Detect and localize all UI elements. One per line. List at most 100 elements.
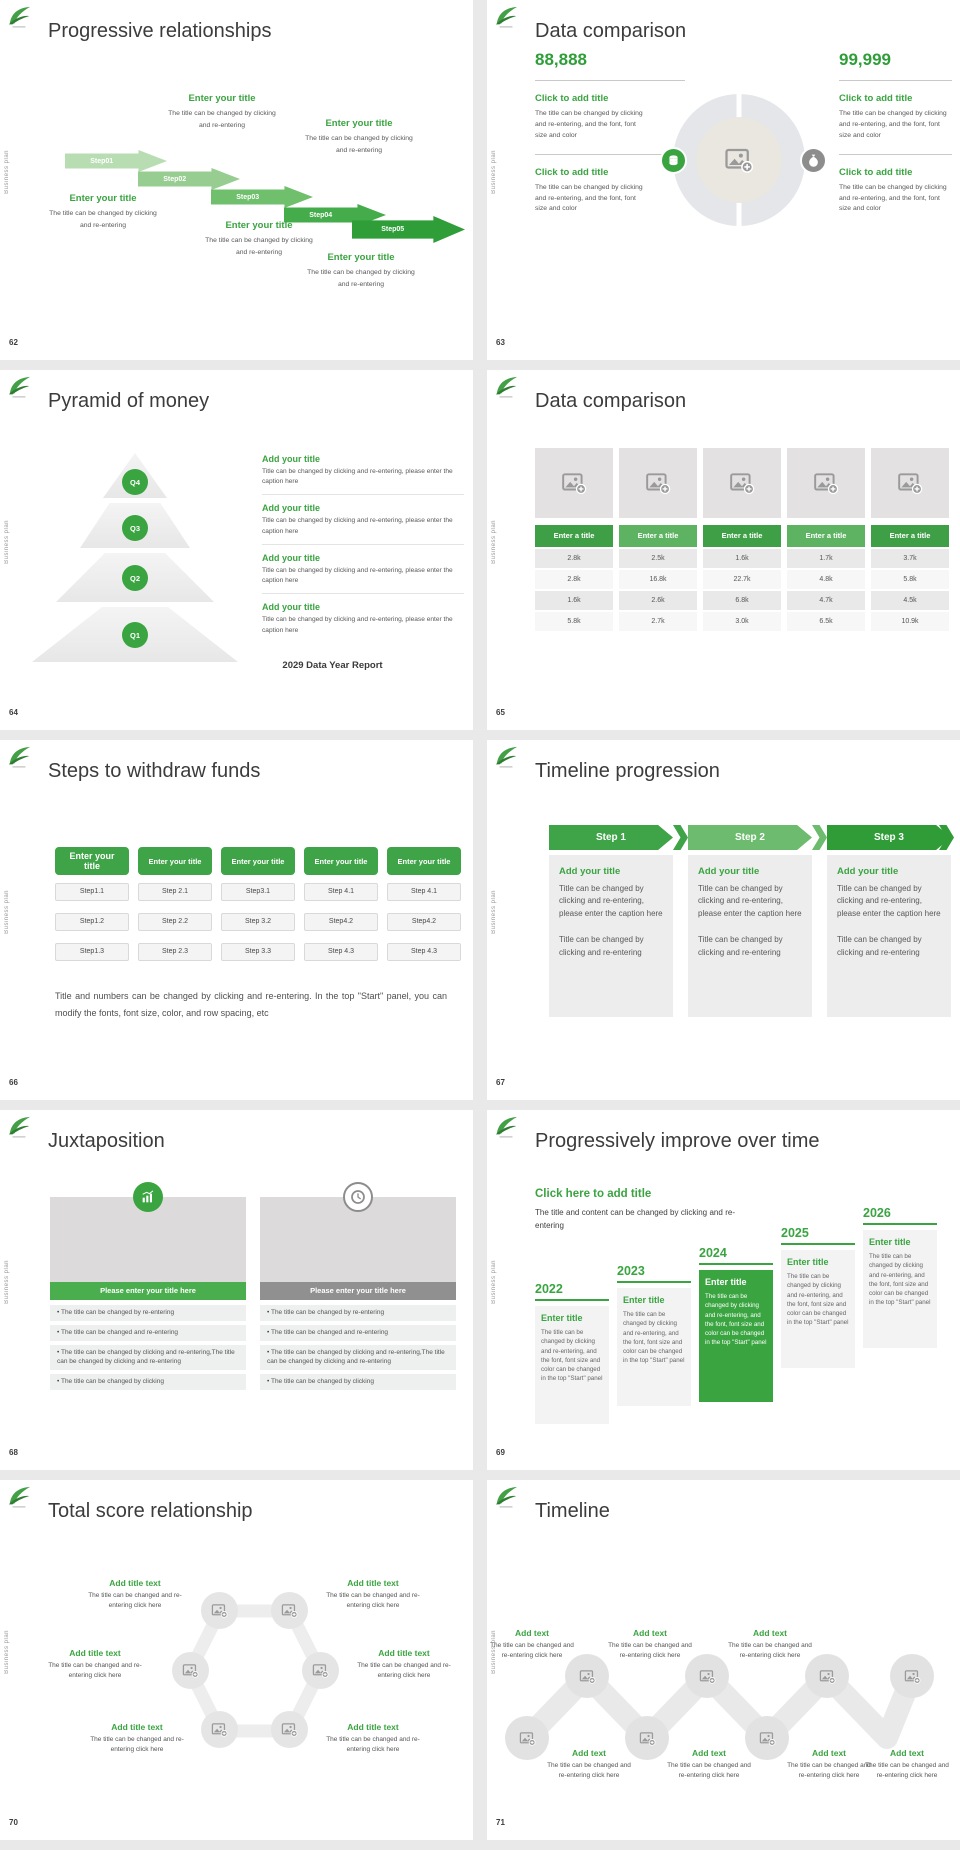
slide-thumbnail-71[interactable]: Business plan Timeline Add text The titl… — [487, 1480, 960, 1840]
year-label: 2023 — [617, 1264, 645, 1278]
slide-thumbnail-64[interactable]: Business plan Pyramid of money Q4 Q3 Q2 … — [0, 370, 473, 730]
text-block: Add title text The title can be changed … — [83, 1578, 187, 1611]
text-block: Add text The title can be changed and re… — [490, 1628, 574, 1661]
divider — [262, 494, 464, 496]
green-leaf-logo-icon — [493, 1485, 519, 1509]
process-arrow: Step03 — [211, 186, 313, 208]
slide-title: Data comparison — [535, 20, 687, 42]
card-body: The title can be changed by clicking and… — [623, 1311, 685, 1365]
slide-title: Progressively improve over time — [535, 1130, 820, 1152]
section-subheading: The title and content can be changed by … — [535, 1208, 735, 1230]
slide-thumbnail-65[interactable]: Business plan Data comparison Enter a ti… — [487, 370, 960, 730]
panel-body: Title can be changed by clicking and re-… — [837, 935, 922, 957]
image-placeholder-icon — [271, 1592, 308, 1629]
item-heading: Add text — [812, 1748, 846, 1758]
bullet-item: The title can be changed by clicking and… — [50, 1344, 246, 1370]
sidebar-vertical-label: Business plan — [491, 1260, 497, 1304]
bullet-item: The title can be changed by clicking — [50, 1374, 246, 1390]
card-body: The title can be changed by clicking and… — [869, 1253, 931, 1307]
item-body: The title can be changed and re-entering… — [90, 1736, 184, 1753]
year-column-highlighted: 2024 Enter title The title can be change… — [699, 1246, 773, 1402]
item-body: The title can be changed and re-entering… — [88, 1592, 182, 1609]
card-body: The title can be changed by clicking and… — [787, 1273, 849, 1327]
image-placeholder-icon — [890, 1654, 934, 1698]
item-heading: Add title text — [347, 1722, 399, 1732]
table-cell: 16.8k — [619, 570, 697, 589]
divider — [839, 153, 952, 155]
item-body: The title can be changed and re-entering… — [547, 1762, 631, 1779]
item-heading: Add text — [753, 1628, 787, 1638]
slide-thumbnail-68[interactable]: Business plan Juxtaposition Please enter… — [0, 1110, 473, 1470]
step-box: Step4.2 — [387, 913, 461, 931]
block-heading: Enter your title — [188, 93, 256, 104]
sidebar-vertical-label: Business plan — [4, 1260, 10, 1304]
process-arrow: Step02 — [138, 168, 240, 190]
slide-thumbnail-70[interactable]: Business plan Total score relationship A… — [0, 1480, 473, 1840]
text-block: Add text The title can be changed and re… — [787, 1748, 871, 1781]
slide-title: Progressive relationships — [48, 20, 272, 42]
table-cell: 22.7k — [703, 570, 781, 589]
year-underline — [863, 1223, 937, 1225]
table-cell: 2.7k — [619, 612, 697, 631]
card-title: Enter title — [705, 1277, 747, 1287]
step-box: Step1.1 — [55, 883, 129, 901]
slide-thumbnail-66[interactable]: Business plan Steps to withdraw funds En… — [0, 740, 473, 1100]
text-block: Add title text The title can be changed … — [352, 1648, 456, 1681]
money-coins-icon — [660, 147, 687, 174]
report-caption: 2029 Data Year Report — [282, 660, 383, 671]
slide-thumbnail-62[interactable]: Business plan Progressive relationships … — [0, 0, 473, 360]
year-card: Enter title The title can be changed by … — [617, 1288, 691, 1406]
slide-thumbnail-63[interactable]: Business plan Data comparison 88,888 Cli… — [487, 0, 960, 360]
green-leaf-logo-icon — [6, 5, 32, 29]
step-box: Step 4.3 — [304, 943, 378, 961]
step-label: Step01 — [90, 157, 114, 165]
year-underline — [617, 1281, 691, 1283]
table-cell: 4.7k — [787, 591, 865, 610]
text-block: Add text The title can be changed and re… — [608, 1628, 692, 1661]
image-placeholder-icon — [745, 1716, 789, 1760]
image-placeholder-icon — [805, 1654, 849, 1698]
card-body: The title can be changed by clicking and… — [705, 1293, 767, 1347]
step-box: Step1.3 — [55, 943, 129, 961]
divider — [262, 543, 464, 545]
item-heading: Add text — [890, 1748, 924, 1758]
card-body: The title can be changed by clicking and… — [541, 1329, 603, 1383]
table-header: Enter a title — [871, 525, 949, 547]
step-arrow: Step 2 — [688, 825, 812, 850]
slide-number: 62 — [9, 338, 18, 347]
block-heading: Add your title — [262, 602, 320, 613]
image-placeholder-icon — [703, 448, 781, 518]
data-table: Enter a title Enter a title Enter a titl… — [535, 525, 949, 631]
block-body: The title can be changed by clicking and… — [535, 110, 643, 139]
card-title: Enter title — [787, 1257, 829, 1267]
block-body: Title can be changed by clicking and re-… — [262, 616, 453, 634]
block-heading: Add your title — [262, 454, 320, 464]
slide-title: Juxtaposition — [48, 1130, 165, 1152]
level-badge: Q4 — [122, 469, 148, 495]
step-label: Step05 — [381, 226, 405, 233]
step-label: Step02 — [163, 175, 187, 183]
item-heading: Add text — [633, 1628, 667, 1638]
section-heading: Click here to add title — [535, 1188, 652, 1200]
image-placeholder-icon — [787, 448, 865, 518]
slide-number: 70 — [9, 1818, 18, 1827]
slide-thumbnail-67[interactable]: Business plan Timeline progression Step … — [487, 740, 960, 1100]
slide-number: 67 — [496, 1078, 505, 1087]
panel-heading: Add your title — [837, 866, 899, 877]
slide-thumbnail-69[interactable]: Business plan Progressively improve over… — [487, 1110, 960, 1470]
slide-number: 69 — [496, 1448, 505, 1457]
image-placeholder-icon — [302, 1652, 339, 1689]
donut-image-placeholder — [673, 94, 805, 226]
slide-number: 64 — [9, 708, 18, 717]
bullet-item: The title can be changed by clicking and… — [260, 1344, 456, 1370]
image-placeholder-icon — [625, 1716, 669, 1760]
bullet-item: The title can be changed by re-entering — [260, 1305, 456, 1321]
table-cell: 4.5k — [871, 591, 949, 610]
block-heading: Enter your title — [69, 193, 137, 204]
panel-body: Title can be changed by clicking and re-… — [559, 935, 644, 957]
card-title: Enter title — [541, 1313, 583, 1323]
text-block: Enter your title The title can be change… — [302, 252, 420, 290]
level-badge: Q2 — [122, 565, 148, 591]
sidebar-vertical-label: Business plan — [4, 520, 10, 564]
